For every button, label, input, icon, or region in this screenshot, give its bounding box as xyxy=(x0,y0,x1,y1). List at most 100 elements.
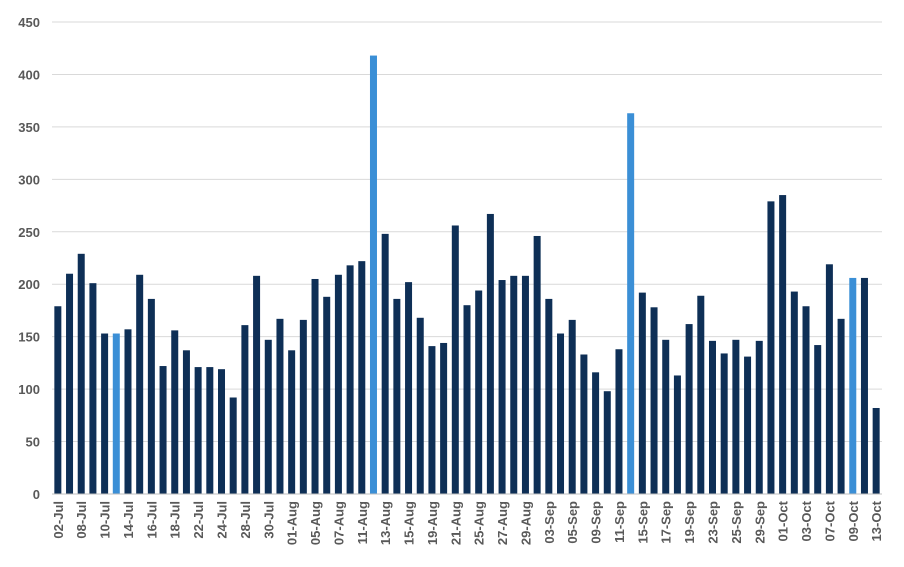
x-tick-label: 01-Oct xyxy=(776,500,791,541)
bar xyxy=(194,367,202,494)
bar xyxy=(615,349,623,494)
bar xyxy=(241,325,249,494)
bar xyxy=(732,339,740,494)
bar xyxy=(814,345,822,494)
bar xyxy=(393,298,401,494)
bar xyxy=(860,277,868,494)
y-tick-label: 300 xyxy=(18,172,40,187)
x-tick-label: 19-Sep xyxy=(682,501,697,544)
x-tick-label: 14-Jul xyxy=(121,501,136,539)
x-tick-label: 16-Jul xyxy=(144,501,159,539)
bar xyxy=(358,261,366,494)
bar xyxy=(124,329,132,494)
bar xyxy=(498,280,506,494)
x-tick-label: 22-Jul xyxy=(191,501,206,539)
x-tick-label: 21-Aug xyxy=(448,501,463,545)
bar xyxy=(592,372,600,494)
bar xyxy=(440,342,448,494)
bar xyxy=(802,306,810,494)
bar xyxy=(206,367,214,494)
x-tick-label: 13-Aug xyxy=(378,501,393,545)
bar xyxy=(288,350,296,494)
x-tick-label: 30-Jul xyxy=(261,501,276,539)
x-tick-label: 27-Aug xyxy=(495,501,510,545)
bar xyxy=(182,350,190,494)
bar xyxy=(510,275,518,494)
x-tick-label: 24-Jul xyxy=(215,501,230,539)
bar xyxy=(276,318,284,494)
bar xyxy=(673,375,681,494)
bar xyxy=(755,340,763,494)
bar xyxy=(627,113,635,495)
x-tick-label: 05-Aug xyxy=(308,501,323,545)
bar xyxy=(521,275,529,494)
x-tick-label: 13-Oct xyxy=(869,500,884,541)
bar xyxy=(369,55,377,494)
x-tick-label: 29-Aug xyxy=(518,501,533,545)
bar xyxy=(779,195,787,495)
bar xyxy=(638,292,646,494)
bar xyxy=(685,324,693,494)
bar xyxy=(66,273,74,494)
x-tick-label: 28-Jul xyxy=(238,501,253,539)
bar xyxy=(405,282,413,494)
x-tick-label: 07-Oct xyxy=(822,500,837,541)
x-tick-label: 18-Jul xyxy=(168,501,183,539)
y-tick-label: 0 xyxy=(33,487,40,502)
y-tick-label: 100 xyxy=(18,382,40,397)
x-tick-label: 07-Aug xyxy=(331,501,346,545)
bar xyxy=(837,318,845,494)
bar xyxy=(264,339,272,494)
bar xyxy=(147,298,155,494)
bar xyxy=(790,291,798,494)
y-tick-label: 350 xyxy=(18,120,40,135)
bar xyxy=(557,333,565,494)
bar xyxy=(416,317,424,494)
bar xyxy=(662,339,670,494)
bar xyxy=(159,366,167,494)
x-tick-label: 29-Sep xyxy=(752,501,767,544)
bar xyxy=(451,225,459,495)
bar xyxy=(825,264,833,494)
y-tick-label: 250 xyxy=(18,225,40,240)
x-tick-label: 17-Sep xyxy=(659,501,674,544)
bar xyxy=(486,213,494,495)
bar xyxy=(720,353,728,494)
x-tick-label: 11-Sep xyxy=(612,501,627,543)
x-tick-label: 25-Sep xyxy=(729,501,744,544)
bar xyxy=(708,340,716,494)
bar xyxy=(218,369,226,494)
x-tick-label: 09-Oct xyxy=(846,500,861,541)
x-tick-label: 15-Aug xyxy=(402,501,417,545)
bar xyxy=(849,277,857,494)
bar xyxy=(463,305,471,494)
x-tick-label: 03-Sep xyxy=(542,501,557,544)
bar xyxy=(77,253,85,494)
y-tick-label: 450 xyxy=(18,15,40,30)
x-tick-label: 10-Jul xyxy=(98,501,113,539)
bar xyxy=(381,233,389,494)
x-tick-label: 03-Oct xyxy=(799,500,814,541)
x-tick-label: 19-Aug xyxy=(425,501,440,545)
bar xyxy=(311,278,319,494)
bar xyxy=(767,201,775,495)
bar xyxy=(101,333,109,494)
y-tick-label: 50 xyxy=(26,435,40,450)
x-tick-label: 15-Sep xyxy=(635,501,650,544)
bar xyxy=(744,356,752,494)
bar xyxy=(54,306,62,494)
x-tick-label: 02-Jul xyxy=(51,501,66,539)
bar xyxy=(697,295,705,494)
x-tick-label: 09-Sep xyxy=(589,501,604,544)
bar xyxy=(475,290,483,494)
bar xyxy=(533,235,541,494)
bar xyxy=(545,298,553,494)
bar xyxy=(253,275,261,494)
bar xyxy=(568,319,576,494)
x-tick-label: 01-Aug xyxy=(285,501,300,545)
bar xyxy=(603,391,611,494)
y-tick-label: 200 xyxy=(18,277,40,292)
x-tick-label: 05-Sep xyxy=(565,501,580,544)
bar xyxy=(299,319,307,494)
